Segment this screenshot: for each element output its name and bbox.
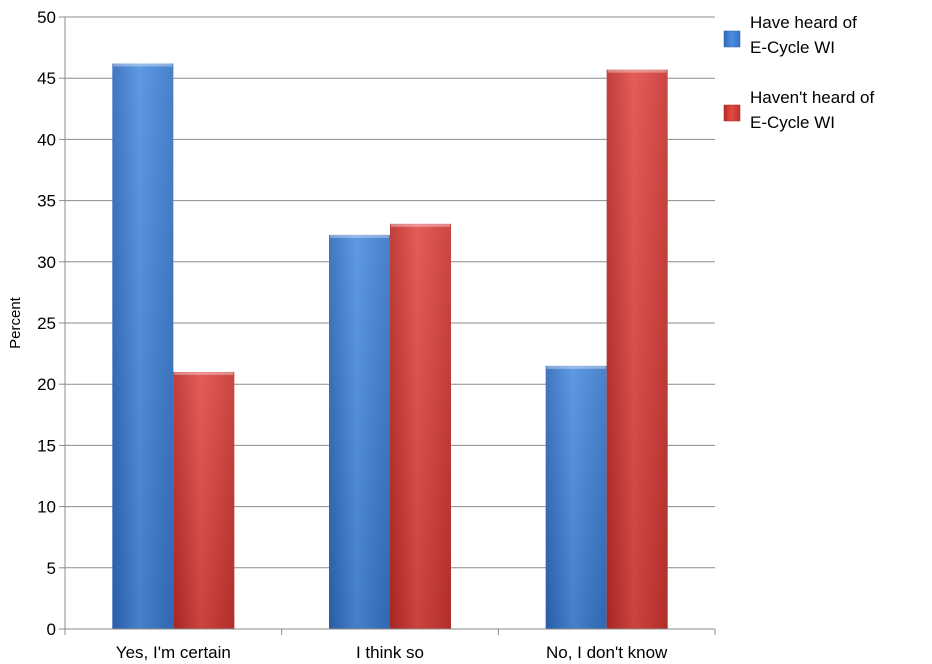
y-tick-label: 15 <box>37 436 56 455</box>
legend-label-have-heard-line-1: Have heard of <box>750 13 857 32</box>
axes <box>59 16 716 635</box>
y-tick-label: 40 <box>37 130 56 149</box>
bar-have-heard-no-dont-know-shade <box>545 365 607 629</box>
bar-havent-heard-no-dont-know-highlight <box>607 69 667 73</box>
bar-havent-heard-no-dont-know-shade <box>606 69 668 629</box>
bar-havent-heard-yes-certain-shade <box>173 371 235 629</box>
bar-have-heard-no-dont-know-highlight <box>546 365 606 369</box>
legend-label-have-heard-line-2: E-Cycle WI <box>750 38 835 57</box>
bar-havent-heard-yes-certain-highlight <box>174 371 234 375</box>
category-label-yes-certain: Yes, I'm certain <box>116 643 231 662</box>
legend <box>723 30 741 122</box>
bar-have-heard-yes-certain-shade <box>112 63 174 629</box>
legend-swatch-have-heard <box>723 30 741 48</box>
bar-have-heard-i-think-so-shade <box>329 234 390 629</box>
bar-havent-heard-i-think-so-shade <box>390 223 451 629</box>
legend-label-havent-heard-line-1: Haven't heard of <box>750 88 874 107</box>
y-tick-label: 25 <box>37 314 56 333</box>
category-label-no-dont-know: No, I don't know <box>546 643 668 662</box>
y-tick-label: 50 <box>37 8 56 27</box>
y-tick-label: 30 <box>37 253 56 272</box>
y-tick-label: 45 <box>37 69 56 88</box>
bar-have-heard-yes-certain-highlight <box>113 63 173 67</box>
y-tick-label: 35 <box>37 192 56 211</box>
y-tick-label: 5 <box>47 559 56 578</box>
bar-have-heard-i-think-so-highlight <box>330 234 389 238</box>
y-tick-label: 10 <box>37 498 56 517</box>
bar-havent-heard-i-think-so-highlight <box>391 223 450 227</box>
y-tick-labels: 0 5 10 15 20 25 30 35 40 45 50 <box>37 8 56 639</box>
y-axis-title: Percent <box>7 296 24 349</box>
y-tick-label: 0 <box>47 620 56 639</box>
bars <box>112 63 668 629</box>
legend-label-havent-heard-line-2: E-Cycle WI <box>750 113 835 132</box>
category-label-i-think-so: I think so <box>356 643 424 662</box>
y-tick-label: 20 <box>37 375 56 394</box>
legend-swatch-havent-heard <box>723 104 741 122</box>
